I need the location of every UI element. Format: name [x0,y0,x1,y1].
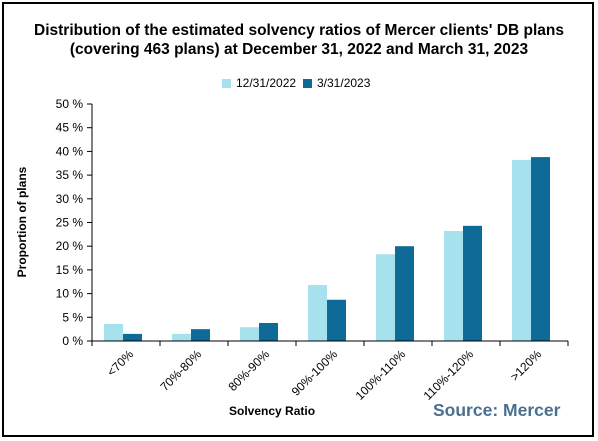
bar-series-1 [240,327,259,341]
x-tick-label: 100%-110% [353,347,409,403]
x-tick-label: 70%-80% [157,347,204,394]
bar-series-2 [327,299,346,341]
legend-label-series-2: 3/31/2023 [317,76,371,90]
chart-subtitle: (covering 463 plans) at December 31, 202… [69,41,529,58]
y-tick-label: 40 % [56,144,84,158]
y-tick-label: 30 % [56,192,84,206]
bar-series-2 [463,225,482,341]
bar-series-1 [308,285,327,341]
legend-swatch-series-1 [222,78,231,88]
bar-series-1 [172,333,191,341]
bar-series-1 [444,231,463,341]
legend-swatch-series-2 [303,78,312,88]
legend-item-series-1: 12/31/2022 [222,76,296,90]
x-tick-label: 80%-90% [225,347,272,394]
chart-frame [2,2,594,437]
bar-series-2 [395,246,414,341]
x-tick-label: 110%-120% [421,347,477,403]
y-tick-label: 0 % [62,334,83,348]
bar-series-2 [123,333,142,341]
y-tick-label: 25 % [56,216,84,230]
y-tick-label: 50 % [56,97,84,111]
legend-item-series-2: 3/31/2023 [303,76,370,90]
x-tick-label: 90%-100% [289,347,341,399]
y-tick-label: 10 % [56,287,84,301]
x-axis-label: Solvency Ratio [229,404,316,418]
bar-series-1 [376,254,395,341]
legend: 12/31/2022 3/31/2023 [0,76,598,92]
chart-title: Distribution of the estimated solvency r… [34,22,564,39]
y-tick-label: 20 % [56,239,84,253]
bar-series-2 [259,322,278,341]
x-tick-label: >120% [508,347,545,384]
y-tick-label: 5 % [62,310,83,324]
bar-series-1 [104,323,123,341]
source-note: Source: Mercer [433,400,561,420]
y-tick-label: 15 % [56,263,84,277]
y-tick-label: 45 % [56,121,84,135]
y-tick-label: 35 % [56,168,84,182]
bar-series-2 [531,157,550,341]
bar-series-1 [512,159,531,341]
legend-label-series-1: 12/31/2022 [236,76,297,90]
x-tick-label: <70% [104,347,136,379]
bar-series-2 [191,329,210,341]
